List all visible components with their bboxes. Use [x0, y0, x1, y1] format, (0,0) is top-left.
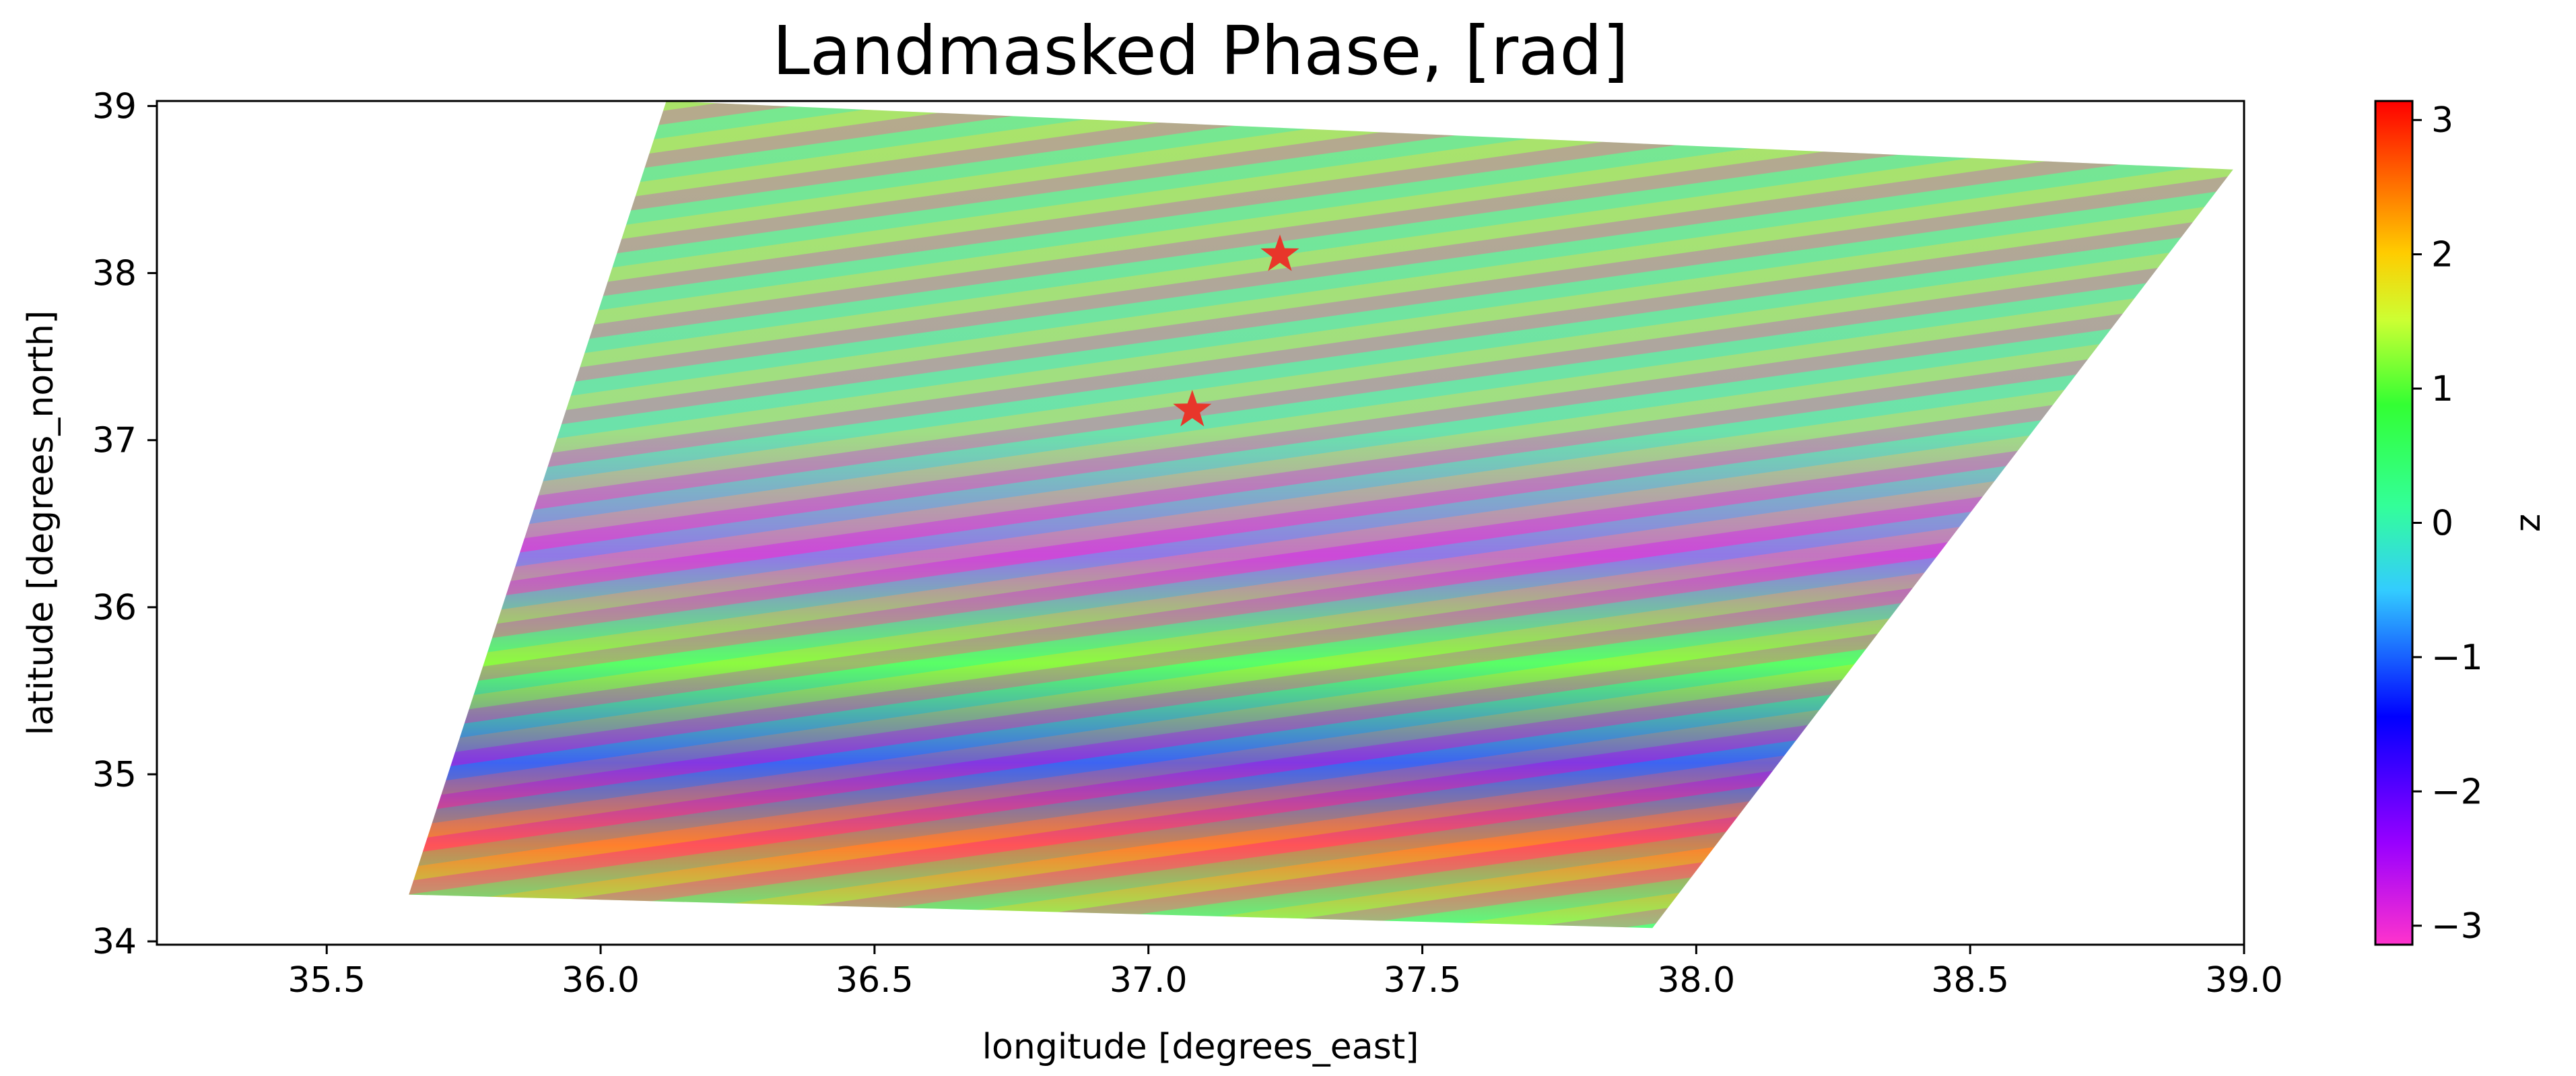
x-tick-label: 37.0	[1110, 960, 1188, 1001]
y-tick-label: 34	[92, 922, 137, 962]
x-tick-label: 38.0	[1657, 960, 1735, 1001]
colorbar-tick-label: 0	[2431, 504, 2453, 544]
y-tick-label: 38	[92, 254, 137, 294]
phase-fringes	[409, 101, 2233, 929]
plot-border	[156, 100, 2245, 946]
y-tick-label: 35	[92, 755, 137, 795]
x-tick-label: 37.5	[1384, 960, 1462, 1001]
colorbar-label: z	[2508, 514, 2548, 532]
colorbar-tick-label: 1	[2431, 369, 2453, 409]
y-tick-label: 36	[92, 588, 137, 628]
x-tick-label: 38.5	[1931, 960, 2009, 1001]
colorbar-tick-label: 3	[2431, 100, 2453, 141]
x-tick-label: 35.5	[287, 960, 366, 1001]
colorbar	[2374, 100, 2414, 946]
colorbar-tick-label: −1	[2431, 638, 2483, 678]
colorbar-tick-label: 2	[2431, 235, 2453, 275]
star-marker-1	[1260, 234, 1299, 271]
star-marker-2	[1173, 390, 1212, 427]
y-tick-label: 39	[92, 86, 137, 127]
x-tick-label: 36.0	[562, 960, 640, 1001]
y-tick-label: 37	[92, 421, 137, 461]
y-axis-label: latitude [degrees_north]	[21, 310, 61, 735]
x-tick-label: 39.0	[2205, 960, 2283, 1001]
colorbar-tick-label: −2	[2431, 772, 2483, 812]
chart-title: Landmasked Phase, [rad]	[772, 11, 1629, 90]
x-tick-label: 36.5	[836, 960, 914, 1001]
x-axis-label: longitude [degrees_east]	[982, 1027, 1419, 1067]
colorbar-tick-label: −3	[2431, 906, 2483, 947]
